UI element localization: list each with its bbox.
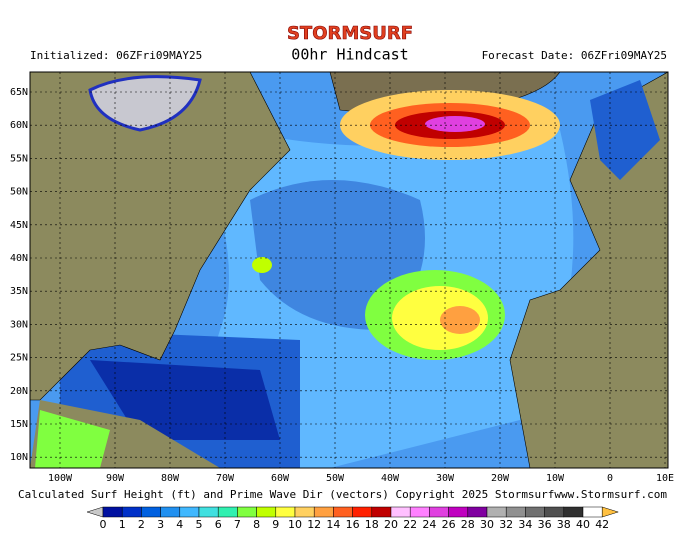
lon-label: 50W — [326, 473, 345, 484]
scale-swatch — [237, 506, 257, 518]
lon-label: 10W — [546, 473, 565, 484]
lat-label: 35N — [10, 286, 28, 297]
lat-label: 30N — [10, 319, 28, 330]
lon-label: 70W — [216, 473, 235, 484]
title: 00hr Hindcast — [291, 46, 408, 64]
lat-label: 15N — [10, 419, 28, 430]
scale-swatch — [390, 506, 411, 518]
map — [29, 71, 669, 469]
scale-swatch — [467, 506, 488, 518]
storm — [392, 286, 488, 350]
scale-label: 40 — [576, 518, 590, 531]
scale-swatch — [198, 506, 219, 518]
scale-swatch — [179, 506, 200, 518]
scale-swatch — [352, 506, 373, 518]
scale-label: 1 — [119, 518, 126, 531]
scale-label: 2 — [138, 518, 145, 531]
scale-swatch — [121, 506, 142, 518]
scale-swatch — [275, 506, 296, 518]
scale-label: 12 — [307, 518, 321, 531]
site: www.Stormsurf.com — [554, 488, 667, 501]
scale-label: 22 — [403, 518, 417, 531]
lat-label: 60N — [10, 120, 28, 131]
scale-swatch — [294, 506, 315, 518]
scale-label: 42 — [595, 518, 609, 531]
swell-zone — [35, 410, 110, 468]
scale-label: 26 — [442, 518, 456, 531]
scale-swatch — [333, 506, 353, 518]
scale-label: 34 — [518, 518, 532, 531]
swell-zone — [590, 80, 660, 180]
lon-label: 30W — [436, 473, 455, 484]
scale-swatch — [486, 506, 507, 518]
scale-label: 28 — [461, 518, 475, 531]
scale-swatch — [525, 506, 545, 518]
lon-label: 20W — [491, 473, 510, 484]
caption: Calculated Surf Height (ft) and Prime Wa… — [18, 488, 554, 501]
scale-label: 3 — [157, 518, 164, 531]
scale-swatch — [313, 506, 334, 518]
lon-label: 40W — [381, 473, 400, 484]
scale-label: 10 — [288, 518, 302, 531]
scale-label: 24 — [422, 518, 436, 531]
scale-high-arrow — [601, 506, 620, 518]
scale-swatch — [256, 506, 277, 518]
map-border — [29, 71, 669, 469]
scale-label: 38 — [557, 518, 571, 531]
scale-label: 6 — [215, 518, 222, 531]
storm — [252, 257, 272, 273]
lat-label: 50N — [10, 187, 28, 198]
scale-label: 14 — [326, 518, 340, 531]
lat-label: 55N — [10, 153, 28, 164]
storm — [425, 116, 485, 132]
scale-label: 5 — [196, 518, 203, 531]
lat-label: 20N — [10, 386, 28, 397]
lon-label: 10E — [656, 473, 674, 484]
forecast-date: Forecast Date: 06ZFri09MAY25 — [482, 49, 667, 62]
scale-label: 16 — [346, 518, 360, 531]
initialized: Initialized: 06ZFri09MAY25 — [30, 49, 202, 62]
lat-label: 40N — [10, 253, 28, 264]
scale-swatch — [371, 506, 392, 518]
graticule — [30, 72, 668, 468]
lon-label: 80W — [161, 473, 180, 484]
scale-swatch — [448, 506, 469, 518]
scale-swatch — [160, 506, 181, 518]
lon-label: 0 — [607, 473, 613, 484]
scale-swatch — [429, 506, 449, 518]
lat-label: 45N — [10, 220, 28, 231]
scale-label: 30 — [480, 518, 494, 531]
scale-label: 20 — [384, 518, 398, 531]
scale-swatch — [563, 506, 584, 518]
scale-swatch — [409, 506, 430, 518]
scale-label: 32 — [499, 518, 513, 531]
scale-swatch — [141, 506, 161, 518]
scale-label: 18 — [365, 518, 379, 531]
lat-label: 25N — [10, 353, 28, 364]
scale-label: 36 — [538, 518, 552, 531]
scale-swatch — [582, 506, 603, 518]
scale-swatch — [102, 506, 123, 518]
lon-label: 90W — [106, 473, 125, 484]
lon-label: 60W — [271, 473, 290, 484]
hudson-bay-ice — [88, 75, 202, 132]
scale-label: 9 — [272, 518, 279, 531]
brand: STORMSURF — [287, 23, 413, 44]
lon-labels: 100W 90W 80W 70W 60W 50W 40W 30W 20W 10W 0 10E — [48, 473, 674, 484]
scale-swatch — [217, 506, 238, 518]
color-scale: 0 1 2 3 4 5 6 7 8 9 10 12 14 16 18 20 22 24 26 28 30 32 34 36 38… — [86, 506, 620, 531]
scale-low-arrow — [86, 506, 104, 518]
scale-swatch — [544, 506, 565, 518]
scale-label: 7 — [234, 518, 241, 531]
lon-label: 100W — [48, 473, 73, 484]
scale-label: 8 — [253, 518, 260, 531]
scale-label: 0 — [100, 518, 107, 531]
lat-labels: 65N 60N 55N 50N 45N 40N 35N 30N 25N 20N 15N 10N — [10, 87, 28, 463]
scale-swatch — [505, 506, 526, 518]
lat-label: 10N — [10, 452, 28, 463]
scale-label: 4 — [176, 518, 183, 531]
lat-label: 65N — [10, 87, 28, 98]
storm — [440, 306, 480, 334]
